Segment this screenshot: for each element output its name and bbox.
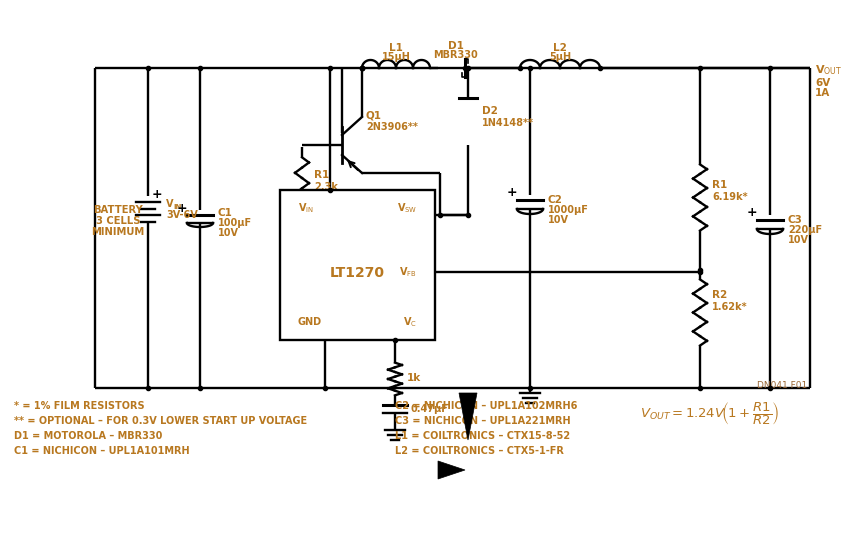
Text: IN: IN — [173, 204, 181, 210]
Text: R2: R2 — [712, 290, 728, 300]
Text: LT1270: LT1270 — [330, 266, 384, 280]
Text: L1: L1 — [389, 43, 403, 53]
Text: MINIMUM: MINIMUM — [92, 227, 145, 237]
Text: 100μF: 100μF — [218, 218, 253, 228]
Text: ** = OPTIONAL – FOR 0.3V LOWER START UP VOLTAGE: ** = OPTIONAL – FOR 0.3V LOWER START UP … — [14, 416, 307, 426]
Text: V$_{\mathsf{IN}}$: V$_{\mathsf{IN}}$ — [298, 201, 314, 215]
Text: D1 = MOTOROLA – MBR330: D1 = MOTOROLA – MBR330 — [14, 431, 163, 441]
Text: $\mathit{V}_{OUT} = 1.24V\!\left(1 + \dfrac{R1}{R2}\right)$: $\mathit{V}_{OUT} = 1.24V\!\left(1 + \df… — [640, 400, 780, 428]
Text: L2: L2 — [553, 43, 567, 53]
Text: V: V — [166, 199, 174, 209]
Text: * = 1% FILM RESISTORS: * = 1% FILM RESISTORS — [14, 401, 145, 411]
Text: 1000μF: 1000μF — [548, 205, 589, 215]
Text: 10V: 10V — [788, 235, 809, 245]
Text: C2: C2 — [548, 195, 563, 205]
Polygon shape — [459, 393, 477, 440]
Text: L2 = COILTRONICS – CTX5-1-FR: L2 = COILTRONICS – CTX5-1-FR — [395, 446, 564, 456]
Text: 2N3906**: 2N3906** — [366, 122, 418, 132]
Text: V$_{\mathsf{OUT}}$: V$_{\mathsf{OUT}}$ — [815, 63, 842, 77]
Text: C1 = NICHICON – UPL1A101MRH: C1 = NICHICON – UPL1A101MRH — [14, 446, 190, 456]
Text: 15μH: 15μH — [382, 52, 410, 62]
Text: +: + — [507, 187, 517, 200]
Text: DN041 F01: DN041 F01 — [757, 381, 807, 390]
Text: 3 CELLS: 3 CELLS — [96, 216, 140, 226]
Text: 1A: 1A — [815, 88, 830, 98]
Text: MBR330: MBR330 — [434, 50, 479, 60]
Text: 10V: 10V — [548, 215, 569, 225]
Text: 6V: 6V — [815, 78, 830, 88]
Text: 220μF: 220μF — [788, 225, 822, 235]
Text: 10V: 10V — [218, 228, 239, 238]
Text: +: + — [152, 188, 163, 202]
Text: D1: D1 — [448, 41, 464, 51]
Text: 6.19k*: 6.19k* — [712, 192, 747, 202]
Text: V$_{\mathsf{FB}}$: V$_{\mathsf{FB}}$ — [399, 265, 417, 279]
Text: C2 = NICHICON – UPL1A102MRH6: C2 = NICHICON – UPL1A102MRH6 — [395, 401, 578, 411]
Text: GND: GND — [298, 317, 322, 327]
Text: 1N4148**: 1N4148** — [482, 118, 534, 128]
Text: D2: D2 — [482, 106, 498, 116]
Text: L1 = COILTRONICS – CTX15-8-52: L1 = COILTRONICS – CTX15-8-52 — [395, 431, 570, 441]
Text: Q1: Q1 — [366, 110, 382, 120]
Text: +: + — [746, 207, 758, 220]
Text: C3: C3 — [788, 215, 803, 225]
Text: 5μH: 5μH — [549, 52, 571, 62]
Bar — [280, 190, 435, 340]
Text: 2.3k: 2.3k — [314, 182, 338, 192]
Text: C3 = NICHICON – UPL1A221MRH: C3 = NICHICON – UPL1A221MRH — [395, 416, 571, 426]
Text: V$_{\mathsf{C}}$: V$_{\mathsf{C}}$ — [403, 315, 417, 329]
Text: +: + — [176, 202, 187, 215]
Polygon shape — [438, 461, 465, 479]
Text: 1.62k*: 1.62k* — [712, 302, 747, 312]
Text: 3V-6V: 3V-6V — [166, 210, 198, 220]
Text: C1: C1 — [218, 208, 233, 218]
Text: 0.47μF: 0.47μF — [411, 404, 449, 414]
Text: R1: R1 — [712, 180, 728, 190]
Text: R1: R1 — [314, 170, 330, 180]
Text: 1k: 1k — [407, 373, 421, 383]
Text: V$_{\mathsf{SW}}$: V$_{\mathsf{SW}}$ — [396, 201, 417, 215]
Text: BATTERY: BATTERY — [93, 205, 143, 215]
